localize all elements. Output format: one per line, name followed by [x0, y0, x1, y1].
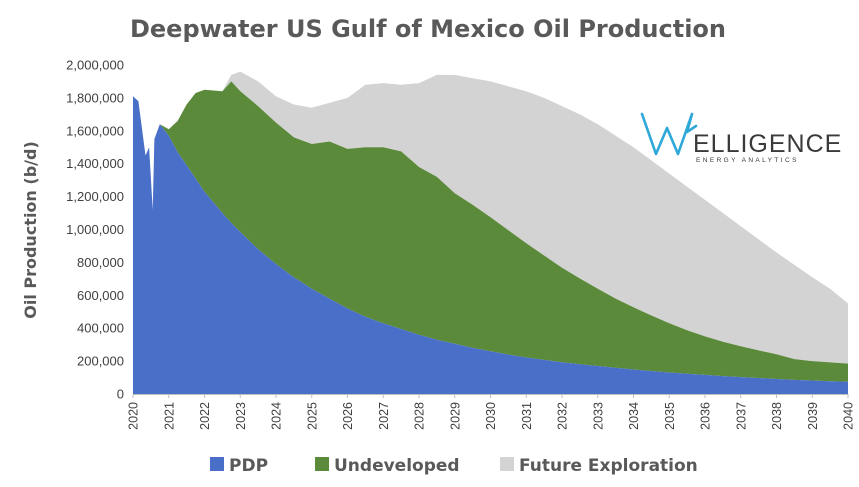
y-tick-label: 0	[117, 387, 124, 402]
legend-label-undeveloped: Undeveloped	[334, 456, 460, 476]
legend-swatch-pdp	[210, 457, 224, 471]
legend-swatch-future-exploration	[500, 457, 514, 471]
legend-swatch-undeveloped	[315, 457, 329, 471]
x-tick-label: 2024	[270, 402, 284, 430]
chart-legend: PDP Undeveloped Future Exploration	[210, 456, 698, 476]
legend-label-future-exploration: Future Exploration	[519, 456, 698, 476]
y-tick-label: 1,800,000	[66, 90, 124, 105]
x-tick-label: 2030	[484, 402, 498, 430]
x-tick-label: 2038	[770, 402, 784, 430]
x-axis-ticks: 2020 2021 2022 2023 2024 2025 2026 2027 2028 2029…	[127, 394, 856, 430]
x-tick-label: 2032	[556, 402, 570, 430]
x-tick-label: 2022	[198, 402, 212, 430]
x-tick-label: 2033	[591, 402, 605, 430]
x-tick-label: 2021	[162, 402, 176, 430]
logo-wordmark: ELLIGENCE	[693, 130, 842, 158]
plot-area	[133, 71, 848, 395]
x-tick-label: 2035	[663, 402, 677, 430]
x-tick-label: 2026	[341, 402, 355, 430]
logo-tagline: ENERGY ANALYTICS	[696, 157, 799, 164]
y-tick-label: 200,000	[77, 354, 124, 369]
area-pdp	[133, 96, 848, 395]
welligence-logo: ELLIGENCE ENERGY ANALYTICS	[640, 112, 842, 164]
logo-w-mark	[640, 112, 698, 156]
x-tick-label: 2040	[842, 402, 856, 430]
x-tick-label: 2025	[305, 402, 319, 430]
x-tick-label: 2027	[377, 402, 391, 430]
x-tick-label: 2034	[627, 402, 641, 430]
x-tick-label: 2031	[520, 402, 534, 430]
chart-title: Deepwater US Gulf of Mexico Oil Producti…	[130, 15, 726, 43]
y-tick-label: 2,000,000	[66, 58, 124, 73]
y-tick-label: 1,000,000	[66, 222, 124, 237]
x-tick-label: 2029	[448, 402, 462, 430]
x-tick-label: 2039	[806, 402, 820, 430]
y-tick-label: 1,400,000	[66, 156, 124, 171]
y-tick-label: 800,000	[77, 255, 124, 270]
x-tick-label: 2037	[734, 402, 748, 430]
y-axis-ticks: 0 200,000 400,000 600,000 800,000 1,000,000 1,…	[66, 58, 124, 402]
x-tick-label: 2036	[699, 402, 713, 430]
x-tick-label: 2020	[127, 402, 141, 430]
y-tick-label: 1,200,000	[66, 189, 124, 204]
y-tick-label: 600,000	[77, 288, 124, 303]
x-tick-label: 2028	[413, 402, 427, 430]
legend-label-pdp: PDP	[229, 456, 268, 476]
area-undeveloped	[133, 81, 848, 382]
y-axis-label: Oil Production (b/d)	[21, 141, 40, 319]
y-tick-label: 1,600,000	[66, 123, 124, 138]
y-tick-label: 400,000	[77, 321, 124, 336]
x-tick-label: 2023	[234, 402, 248, 430]
area-future-exploration	[133, 71, 848, 364]
